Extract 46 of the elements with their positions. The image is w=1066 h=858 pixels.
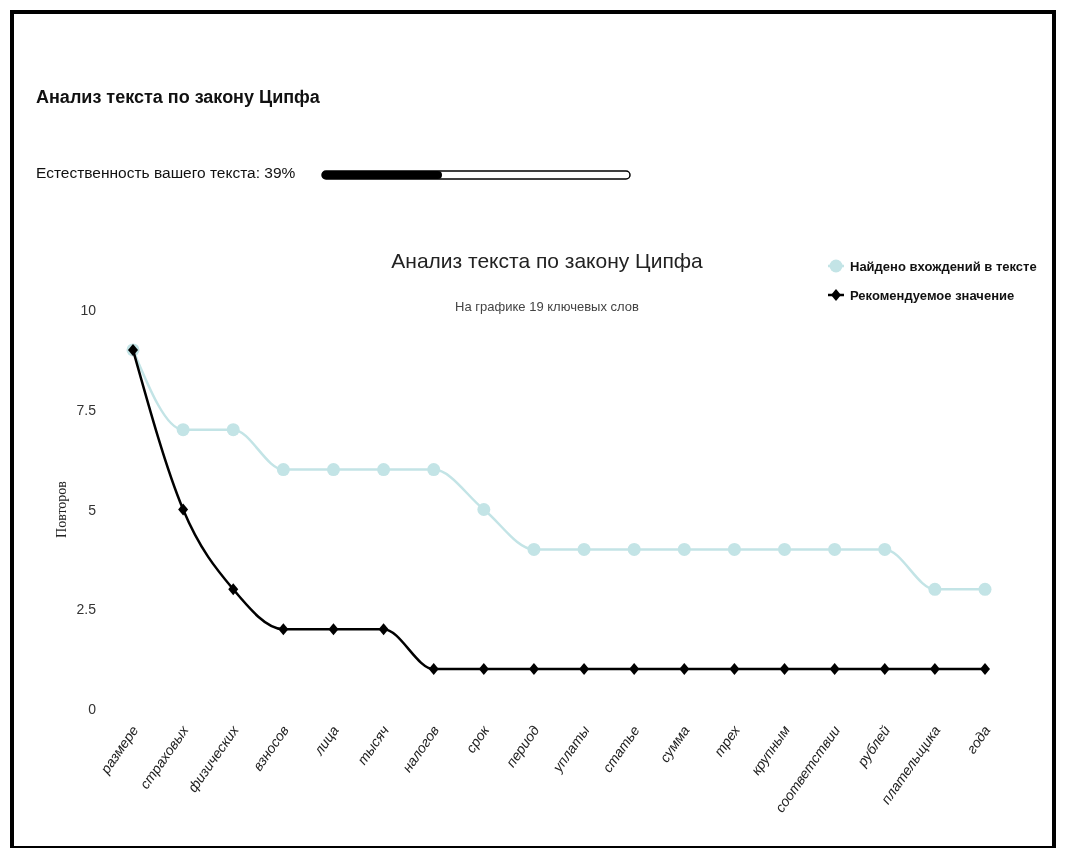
point	[527, 542, 541, 556]
point	[378, 623, 389, 636]
point	[328, 623, 339, 636]
y-tick-label: 5	[88, 501, 97, 518]
chart-title: Анализ текста по закону Ципфа	[391, 249, 704, 272]
point	[879, 663, 890, 676]
point	[226, 423, 240, 437]
point	[477, 503, 491, 516]
point	[528, 663, 539, 676]
y-tick-label: 10	[80, 302, 97, 318]
legend-label: Найдено вхождений в тексте	[850, 259, 1037, 274]
y-axis-title: Повторов	[54, 480, 69, 538]
point	[579, 663, 590, 676]
y-tick-label: 7.5	[76, 401, 97, 418]
point	[278, 623, 289, 636]
legend-label: Рекомендуемое значение	[850, 288, 1015, 303]
point	[978, 582, 992, 596]
text: Естественность вашего текста: 39%	[36, 164, 296, 181]
y-tick-label: 0	[88, 701, 97, 717]
point	[928, 582, 942, 596]
point	[878, 542, 892, 556]
point	[828, 542, 842, 556]
point	[176, 423, 190, 437]
chart-subtitle: На графике 19 ключевых слов	[455, 299, 639, 314]
point	[629, 663, 640, 676]
point	[627, 542, 641, 556]
point	[228, 583, 239, 596]
point	[727, 542, 741, 556]
point	[929, 663, 940, 676]
point	[778, 542, 792, 556]
point	[679, 663, 690, 676]
point	[729, 663, 740, 676]
point	[276, 463, 290, 477]
point	[377, 463, 391, 477]
point	[326, 463, 340, 477]
point	[577, 542, 591, 556]
point	[677, 542, 691, 556]
point	[427, 463, 441, 477]
point	[980, 663, 990, 676]
point	[779, 663, 790, 676]
point	[478, 663, 489, 676]
text: Анализ текста по закону Ципфа	[36, 87, 321, 107]
point	[178, 503, 189, 516]
point	[829, 663, 840, 676]
y-tick-label: 2.5	[76, 601, 97, 618]
point	[428, 663, 439, 676]
